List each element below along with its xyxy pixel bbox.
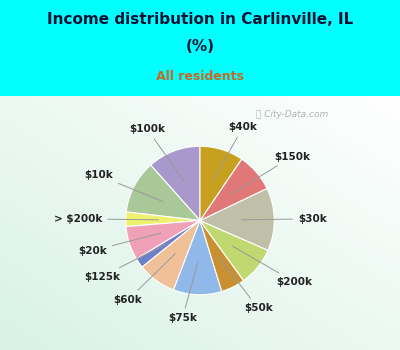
Wedge shape [126, 220, 200, 259]
Text: $125k: $125k [84, 244, 166, 282]
Text: > $200k: > $200k [54, 214, 159, 224]
Wedge shape [200, 159, 267, 220]
Wedge shape [200, 146, 242, 220]
Text: $20k: $20k [78, 233, 160, 256]
Text: $50k: $50k [219, 257, 272, 313]
Text: All residents: All residents [156, 70, 244, 84]
Wedge shape [126, 212, 200, 227]
Wedge shape [200, 188, 274, 250]
Wedge shape [200, 220, 268, 281]
Wedge shape [126, 165, 200, 220]
Text: $10k: $10k [84, 170, 163, 202]
Wedge shape [174, 220, 222, 295]
Text: Income distribution in Carlinville, IL: Income distribution in Carlinville, IL [47, 12, 353, 27]
Text: $30k: $30k [241, 214, 327, 224]
Wedge shape [142, 220, 200, 290]
Text: (%): (%) [186, 39, 214, 54]
Text: $150k: $150k [232, 152, 310, 194]
Text: $60k: $60k [114, 254, 175, 305]
Wedge shape [151, 146, 200, 220]
Text: $200k: $200k [232, 246, 312, 287]
Text: $40k: $40k [213, 122, 258, 181]
Wedge shape [136, 220, 200, 267]
Wedge shape [200, 220, 244, 292]
Text: ⓘ City-Data.com: ⓘ City-Data.com [256, 110, 328, 119]
Text: $100k: $100k [129, 124, 185, 182]
Text: $75k: $75k [168, 262, 198, 323]
